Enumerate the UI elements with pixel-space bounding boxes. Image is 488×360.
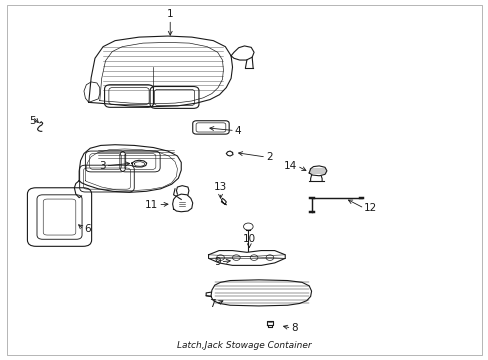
Text: 13: 13 (213, 183, 227, 192)
Text: 5: 5 (29, 117, 36, 126)
Text: 7: 7 (209, 299, 215, 309)
Text: 10: 10 (242, 234, 255, 243)
Text: 4: 4 (234, 126, 241, 136)
Text: 6: 6 (84, 224, 90, 234)
Text: 14: 14 (284, 161, 297, 171)
Text: 8: 8 (291, 323, 298, 333)
Text: 2: 2 (265, 152, 272, 162)
Text: Latch,Jack Stowage Container: Latch,Jack Stowage Container (177, 341, 311, 350)
Text: 9: 9 (213, 257, 220, 267)
Text: 12: 12 (364, 203, 377, 213)
Text: 3: 3 (99, 161, 105, 171)
Text: 1: 1 (166, 9, 173, 19)
Text: 11: 11 (145, 200, 158, 210)
